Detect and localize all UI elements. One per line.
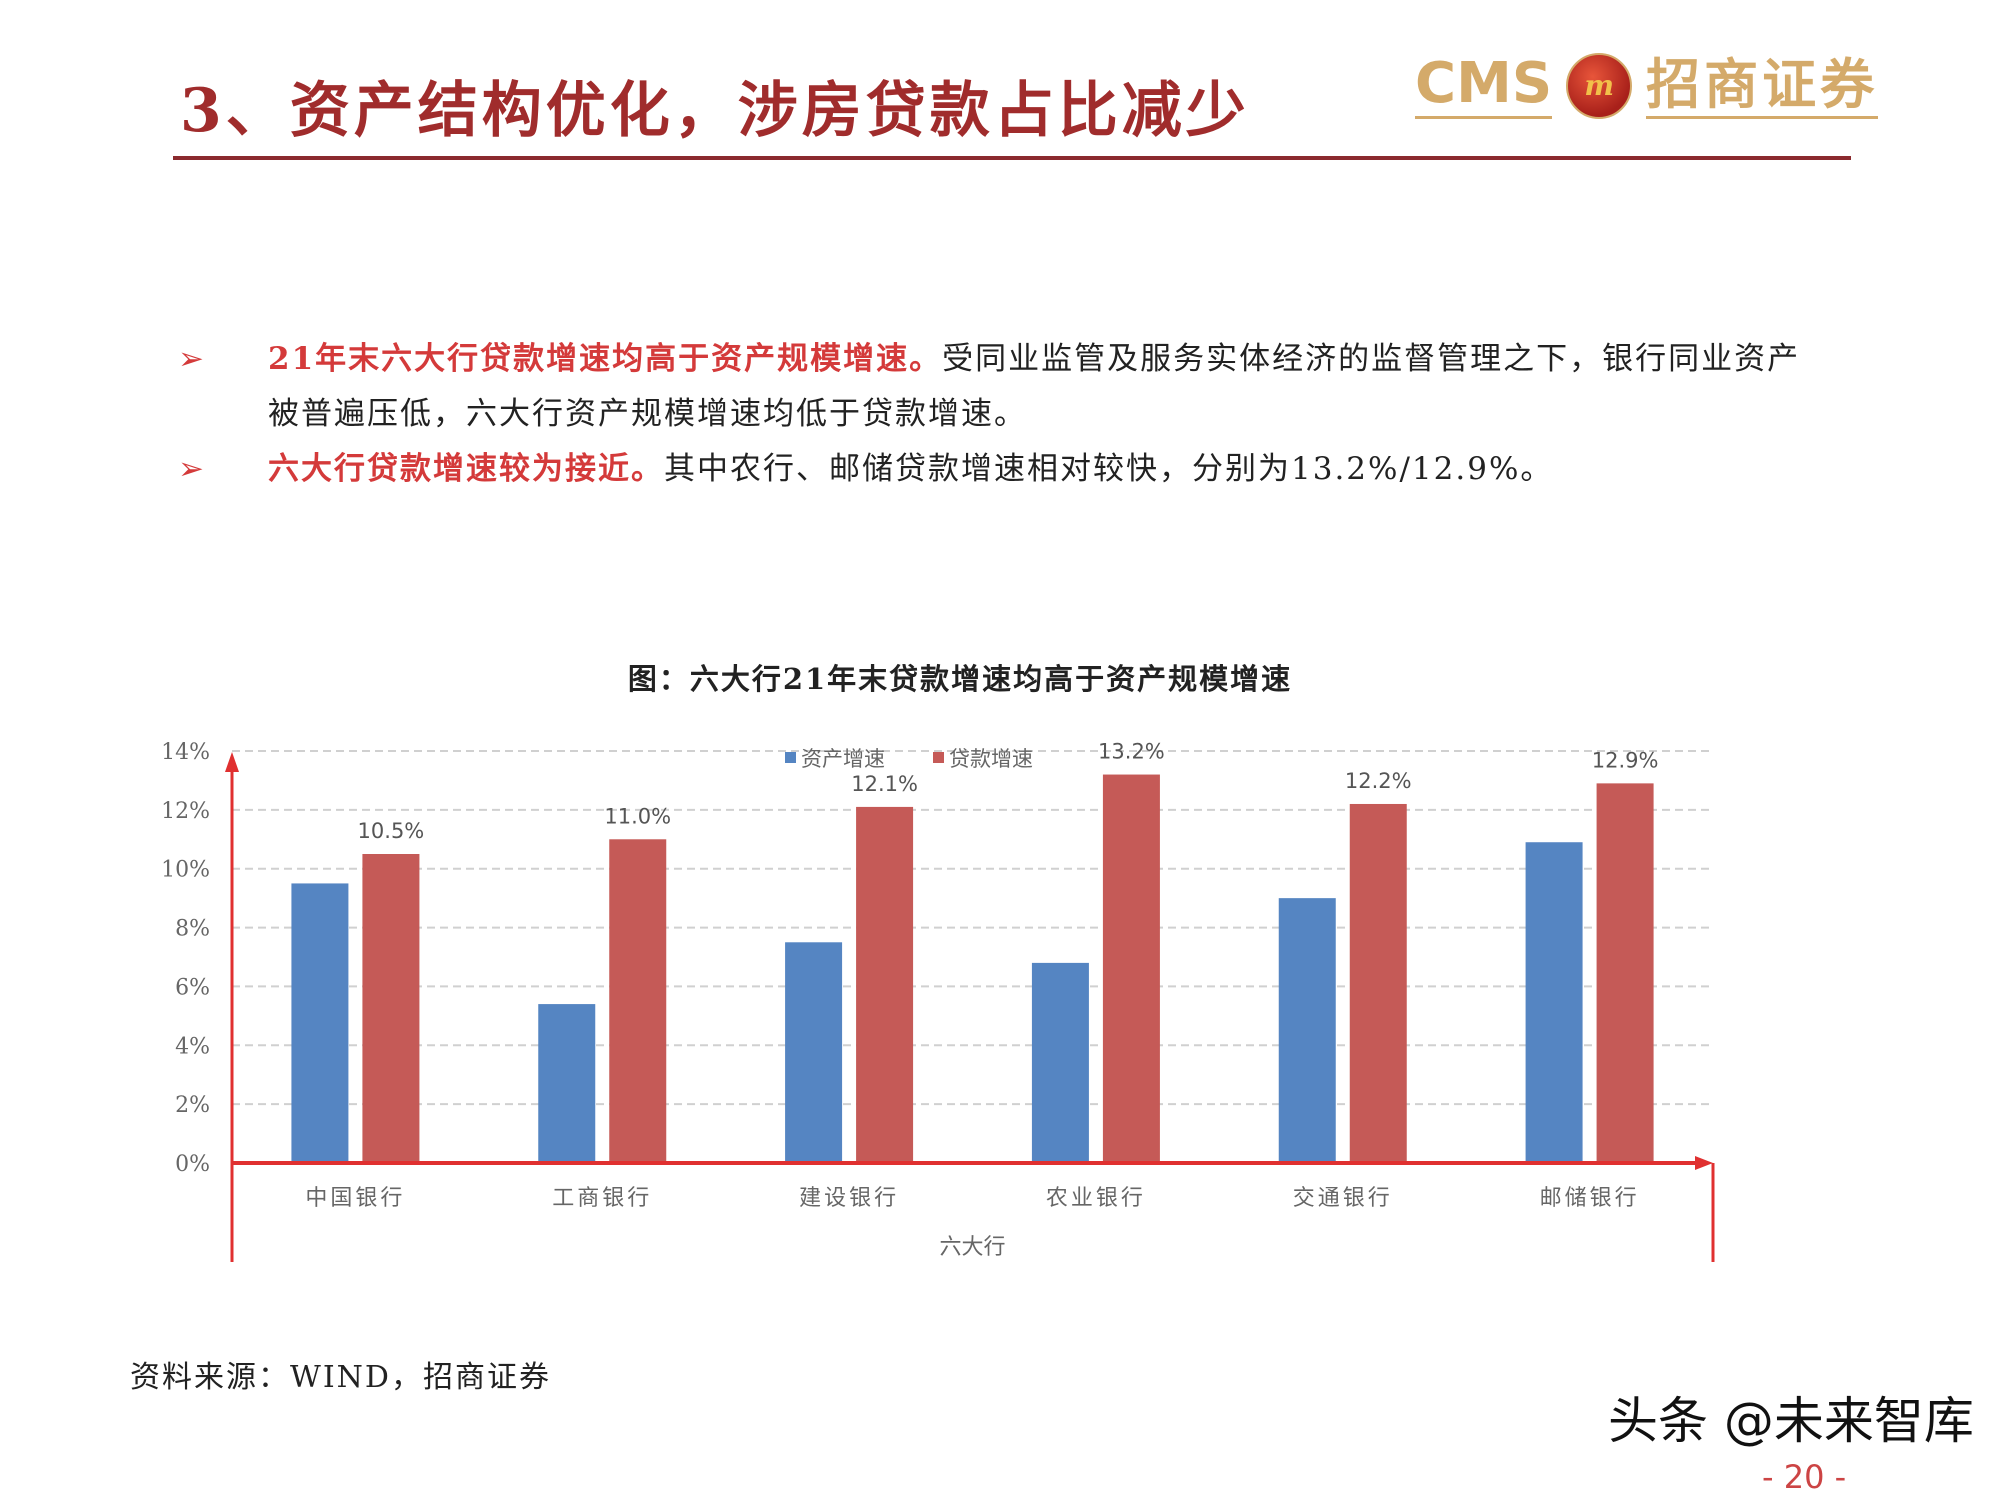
data-label: 12.9% [1592, 748, 1659, 772]
y-tick-label: 8% [175, 917, 210, 942]
y-tick-label: 6% [175, 975, 210, 1000]
bar-loan [1102, 774, 1160, 1163]
data-label: 13.2% [1098, 740, 1165, 764]
bar-loan [362, 854, 420, 1163]
x-tick-label: 工商银行 [552, 1186, 652, 1211]
x-axis-label: 六大行 [939, 1235, 1005, 1260]
x-tick-label: 建设银行 [799, 1186, 899, 1211]
y-tick-label: 4% [175, 1034, 210, 1059]
bullet-item: ➢ 六大行贷款增速较为接近。其中农行、邮储贷款增速相对较快，分别为13.2%/1… [178, 442, 1818, 497]
bar-loan [609, 839, 667, 1163]
bar-loan [1596, 783, 1654, 1163]
bullet-list: ➢ 21年末六大行贷款增速均高于资产规模增速。受同业监管及服务实体经济的监督管理… [178, 332, 1818, 497]
y-tick-label: 10% [161, 858, 210, 883]
title-divider [173, 156, 1851, 160]
logo-text-cn: 招商证券 [1646, 52, 1879, 119]
page-number: - 20 - [1762, 1458, 1847, 1496]
x-tick-label: 中国银行 [305, 1186, 405, 1211]
arrow-right-icon: ➢ [178, 341, 206, 377]
x-tick-label: 交通银行 [1293, 1186, 1393, 1211]
bar-loan [856, 806, 914, 1163]
legend-label: 资产增速 [801, 747, 885, 771]
legend-swatch [933, 752, 944, 763]
cms-logo: CMS m 招商证券 [1415, 52, 1879, 119]
data-label: 12.1% [851, 772, 918, 796]
y-tick-label: 0% [175, 1152, 210, 1177]
chart-title: 图：六大行21年末贷款增速均高于资产规模增速 [627, 662, 1293, 696]
bullet-text: 其中农行、邮储贷款增速相对较快，分别为13.2%/12.9%。 [664, 451, 1554, 487]
y-tick-label: 12% [161, 799, 210, 824]
page-title: 3、资产结构优化，涉房贷款占比减少 [180, 76, 1250, 146]
x-axis-arrow-icon [1695, 1156, 1713, 1170]
data-label: 12.2% [1345, 769, 1412, 793]
bullet-item: ➢ 21年末六大行贷款增速均高于资产规模增速。受同业监管及服务实体经济的监督管理… [178, 332, 1818, 442]
bullet-highlight: 21年末六大行贷款增速均高于资产规模增速。 [268, 341, 943, 377]
x-tick-label: 邮储银行 [1540, 1186, 1640, 1211]
x-tick-label: 农业银行 [1046, 1186, 1146, 1211]
bar-asset [785, 942, 843, 1163]
logo-text-en: CMS [1415, 52, 1553, 119]
arrow-right-icon: ➢ [178, 451, 206, 487]
data-label: 10.5% [358, 819, 425, 843]
y-tick-label: 14% [161, 740, 210, 765]
bar-asset [1278, 898, 1336, 1163]
bar-asset [538, 1004, 596, 1163]
watermark: 头条 @未来智库 [1608, 1392, 1974, 1450]
bullet-text: 受同业监管及服务实体经济的监督管理之下，银行同业资产被普遍压低，六大行资产规模增… [268, 341, 1801, 432]
bullet-highlight: 六大行贷款增速较为接近。 [268, 451, 664, 487]
bar-asset [291, 883, 349, 1163]
bar-loan [1349, 803, 1407, 1163]
bar-asset [1031, 962, 1089, 1163]
logo-emblem-icon: m [1566, 52, 1633, 119]
legend-label: 贷款增速 [949, 747, 1033, 771]
legend-swatch [785, 752, 796, 763]
bar-asset [1525, 842, 1583, 1163]
y-tick-label: 2% [175, 1093, 210, 1118]
y-axis-arrow-icon [225, 752, 239, 772]
source-note: 资料来源：WIND，招商证券 [130, 1360, 551, 1395]
data-label: 11.0% [604, 804, 671, 828]
